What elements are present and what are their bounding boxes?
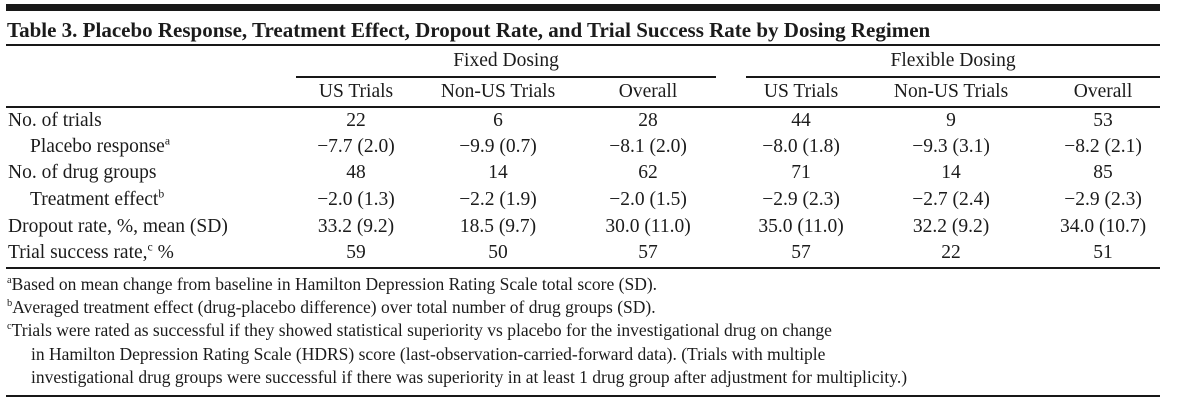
bottom-rule — [6, 394, 1160, 397]
data-cell: 57 — [791, 242, 811, 264]
data-cell: 57 — [638, 242, 658, 264]
table-row-placebo-response: Placebo responsea −7.7 (2.0) −9.9 (0.7) … — [6, 134, 1160, 161]
footnote-a: aBased on mean change from baseline in H… — [7, 273, 1160, 296]
data-cell: −8.2 (2.1) — [1064, 135, 1142, 157]
data-cell: −9.3 (3.1) — [912, 135, 990, 157]
spacer-cell — [716, 240, 746, 267]
spacer-cell — [716, 213, 746, 240]
data-cell: 71 — [791, 162, 811, 184]
spacer-cell — [716, 77, 747, 108]
data-cell: −8.0 (1.8) — [762, 135, 840, 157]
data-cell: 48 — [346, 162, 366, 184]
data-cell: 62 — [638, 162, 658, 184]
footnote-text: investigational drug groups were success… — [31, 367, 908, 388]
footnote-text: Trials were rated as successful if they … — [11, 320, 832, 341]
spacer-cell — [716, 187, 746, 214]
table-row-dropout-rate: Dropout rate, %, mean (SD) 33.2 (9.2) 18… — [6, 213, 1160, 240]
data-cell: 34.0 (10.7) — [1059, 215, 1147, 237]
data-cell: −2.7 (2.4) — [912, 189, 990, 211]
data-cell: 33.2 (9.2) — [317, 215, 395, 237]
column-header-flexible-non-us-trials: Non-US Trials — [856, 77, 1047, 108]
row-label: Placebo responsea — [30, 134, 171, 157]
data-cell: 9 — [946, 109, 956, 131]
spacer-cell — [716, 107, 746, 134]
footnote-text: in Hamilton Depression Rating Scale (HDR… — [31, 343, 826, 364]
table-row-no-of-trials: No. of trials 22 6 28 44 9 53 — [6, 107, 1160, 134]
column-header-flexible-us-trials: US Trials — [746, 77, 857, 108]
data-cell: −2.0 (1.3) — [317, 189, 395, 211]
footnote-marker: a — [7, 274, 12, 286]
spacer-cell — [6, 46, 296, 77]
footnote-text: Averaged treatment effect (drug-placebo … — [12, 296, 656, 317]
data-cell: 6 — [493, 109, 503, 131]
data-cell: −2.9 (2.3) — [762, 189, 840, 211]
data-cell: −2.2 (1.9) — [459, 189, 537, 211]
data-cell: −7.7 (2.0) — [317, 135, 395, 157]
row-label: Trial success rate,c % — [8, 240, 174, 264]
data-cell: 18.5 (9.7) — [459, 215, 537, 237]
column-header-fixed-overall: Overall — [580, 77, 717, 108]
table-row-trial-success-rate: Trial success rate,c % 59 50 57 57 22 51 — [6, 240, 1160, 267]
column-header-flexible-overall: Overall — [1046, 77, 1161, 108]
data-cell: 32.2 (9.2) — [912, 215, 990, 237]
spacer-cell — [716, 160, 746, 187]
spacer-cell — [716, 46, 746, 77]
data-table: Fixed Dosing Flexible Dosing US Trials N… — [6, 46, 1161, 267]
data-cell: 51 — [1093, 242, 1113, 264]
row-label: Dropout rate, %, mean (SD) — [8, 215, 228, 237]
column-group-fixed-dosing: Fixed Dosing — [296, 46, 717, 78]
data-cell: 30.0 (11.0) — [605, 215, 691, 237]
data-cell: 14 — [488, 162, 508, 184]
data-cell: −9.9 (0.7) — [459, 135, 537, 157]
footnote-text: Based on mean change from baseline in Ha… — [11, 273, 658, 294]
column-group-flexible-dosing: Flexible Dosing — [746, 46, 1161, 78]
spacer-cell — [716, 134, 746, 161]
table-row-treatment-effect: Treatment effectb −2.0 (1.3) −2.2 (1.9) … — [6, 187, 1160, 214]
data-cell: 22 — [941, 242, 961, 264]
footnote-marker: c — [7, 321, 12, 333]
data-cell: −8.1 (2.0) — [609, 135, 687, 157]
column-header-row: US Trials Non-US Trials Overall US Trial… — [6, 77, 1161, 108]
column-header-fixed-non-us-trials: Non-US Trials — [416, 77, 580, 108]
data-cell: 53 — [1093, 109, 1113, 131]
data-cell: 14 — [941, 162, 961, 184]
row-label: Treatment effectb — [30, 187, 165, 211]
data-cell: −2.9 (2.3) — [1064, 189, 1142, 211]
data-cell: 22 — [346, 109, 366, 131]
data-cell: 44 — [791, 109, 811, 131]
data-cell: 35.0 (11.0) — [758, 215, 844, 237]
row-label: No. of trials — [8, 109, 102, 131]
table-row-no-of-drug-groups: No. of drug groups 48 14 62 71 14 85 — [6, 160, 1160, 187]
table-figure: Table 3. Placebo Response, Treatment Eff… — [6, 4, 1161, 397]
data-cell: 50 — [488, 242, 508, 264]
spacer-cell — [6, 77, 296, 108]
footnote-marker: b — [7, 298, 13, 310]
data-cell: 59 — [346, 242, 366, 264]
data-cell: 28 — [638, 109, 658, 131]
data-cell: −2.0 (1.5) — [609, 189, 687, 211]
footnotes-section: aBased on mean change from baseline in H… — [6, 266, 1160, 395]
table-title: Table 3. Placebo Response, Treatment Eff… — [6, 11, 1160, 46]
data-cell: 85 — [1093, 162, 1113, 184]
footnote-b: bAveraged treatment effect (drug-placebo… — [7, 296, 1160, 319]
footnote-c: cTrials were rated as successful if they… — [7, 319, 1160, 389]
top-rule — [6, 4, 1160, 11]
row-label: No. of drug groups — [8, 162, 157, 184]
column-header-fixed-us-trials: US Trials — [296, 77, 416, 108]
column-group-row: Fixed Dosing Flexible Dosing — [6, 46, 1161, 78]
